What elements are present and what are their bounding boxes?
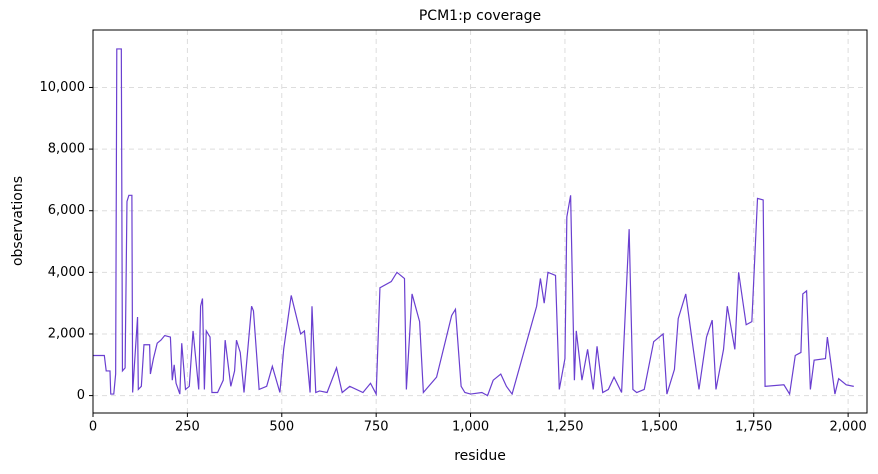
x-tick-label: 1,250 [546,420,583,435]
y-tick-label: 8,000 [48,142,85,157]
y-tick-label: 10,000 [40,80,86,95]
data-line [93,48,854,397]
x-tick-label: 750 [364,420,389,435]
y-tick-label: 6,000 [48,203,85,218]
x-tick-label: 250 [175,420,200,435]
x-tick-label: 1,500 [641,420,678,435]
y-tick-label: 0 [77,388,85,403]
plot-frame [92,29,868,414]
x-tick-label: 1,750 [735,420,772,435]
x-tick-label: 500 [269,420,294,435]
x-tick-label: 0 [89,420,97,435]
chart-title: PCM1:p coverage [419,8,541,24]
y-axis-label: observations [10,176,26,266]
y-tick-label: 2,000 [48,326,85,341]
x-tick-label: 2,000 [830,420,867,435]
x-tick-label: 1,000 [452,420,489,435]
y-tick-label: 4,000 [48,265,85,280]
x-axis-label: residue [454,448,506,464]
